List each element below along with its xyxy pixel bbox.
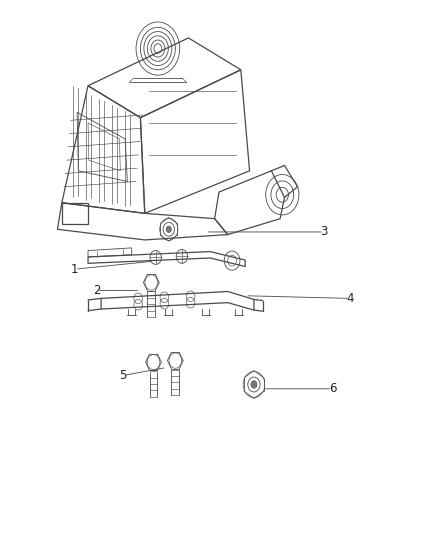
Text: 6: 6 <box>329 382 336 395</box>
Circle shape <box>251 381 257 388</box>
Text: 2: 2 <box>93 284 100 297</box>
Text: 3: 3 <box>320 225 328 238</box>
Circle shape <box>166 226 171 232</box>
Text: 5: 5 <box>119 369 127 382</box>
Text: 1: 1 <box>71 263 79 276</box>
Text: 4: 4 <box>346 292 354 305</box>
